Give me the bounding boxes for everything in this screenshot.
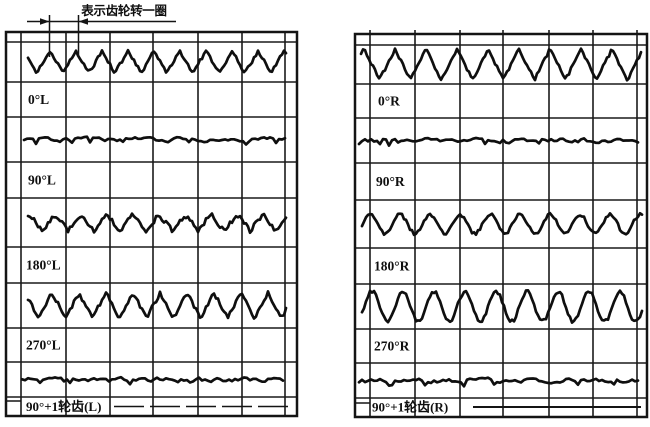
waveform-trace-right-1 [357, 136, 640, 147]
waveform-trace-left-0 [26, 48, 288, 74]
grid-border [4, 30, 299, 418]
label-180-deg-right: 180°R [374, 259, 410, 274]
label-0-deg-left: 0°L [28, 92, 49, 107]
waveform-trace-right-0 [359, 47, 643, 82]
arrowhead-right-icon [40, 18, 50, 25]
waveform-trace-left-2 [26, 212, 288, 235]
right-panel-grid [353, 30, 649, 419]
label-180-deg-left: 180°L [26, 258, 61, 273]
label-90-deg-right: 90°R [376, 174, 405, 189]
label-90-plus-1-tooth-right: 90°+1轮齿(R) [372, 400, 448, 415]
waveform-trace-right-2 [360, 211, 644, 237]
right-panel-traces [357, 47, 644, 388]
waveform-trace-left-3 [26, 290, 288, 320]
label-0-deg-right: 0°R [378, 94, 400, 109]
label-270-deg-left: 270°L [26, 338, 61, 353]
label-90-plus-1-tooth-left: 90°+1轮齿(L) [26, 399, 101, 414]
annotation-label: 表示齿轮转一圈 [80, 3, 166, 18]
leader-lines [6, 400, 641, 409]
label-90-deg-left: 90°L [28, 173, 56, 188]
arrowhead-left-icon [78, 18, 88, 25]
waveform-trace-left-4 [20, 375, 285, 386]
grid-border [353, 32, 649, 419]
label-270-deg-right: 270°R [374, 339, 410, 354]
one-revolution-annotation: 表示齿轮转一圈 [27, 3, 176, 57]
waveform-trace-right-3 [360, 288, 644, 324]
waveform-trace-right-4 [357, 376, 640, 388]
waveform-trace-left-1 [22, 135, 287, 146]
row-labels: 0°L 90°L 180°L 270°L 90°+1轮齿(L) 0°R 90°R… [26, 92, 448, 415]
left-panel-traces [20, 48, 288, 386]
